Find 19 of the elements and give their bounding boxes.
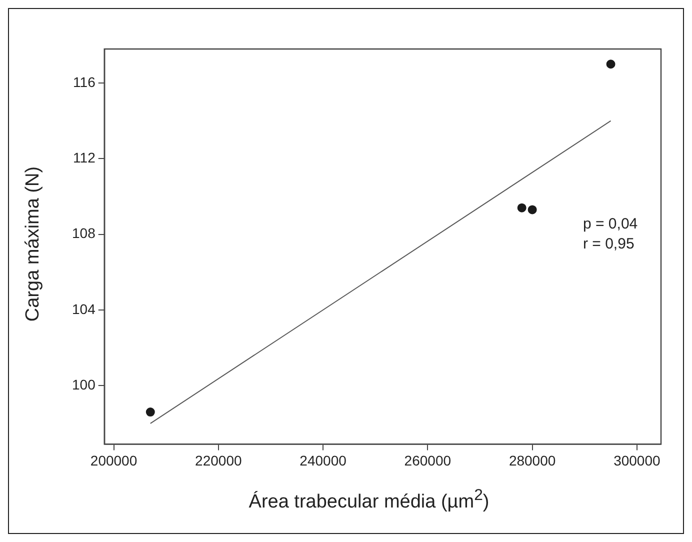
x-tick-label: 260000 (404, 452, 452, 468)
x-tick-label: 200000 (90, 452, 138, 468)
y-tick-label: 116 (73, 74, 96, 90)
annotation: p = 0,04 (583, 215, 638, 232)
y-tick-label: 112 (73, 150, 96, 166)
y-axis-title: Carga máxima (N) (23, 166, 45, 322)
x-tick-label: 280000 (508, 452, 556, 468)
point (606, 60, 616, 69)
point (146, 408, 155, 417)
x-tick-label: 220000 (195, 452, 242, 468)
point (528, 205, 537, 214)
annotation: r = 0,95 (583, 235, 634, 252)
y-tick-label: 100 (72, 376, 96, 392)
point (517, 203, 526, 212)
x-tick-label: 240000 (300, 452, 347, 468)
x-axis-title: Área trabecular média (µm$^{2}$) (248, 487, 490, 514)
x-tick-label: 300000 (614, 452, 661, 468)
y-tick-label: 104 (72, 300, 96, 317)
y-tick-label: 108 (72, 225, 96, 242)
